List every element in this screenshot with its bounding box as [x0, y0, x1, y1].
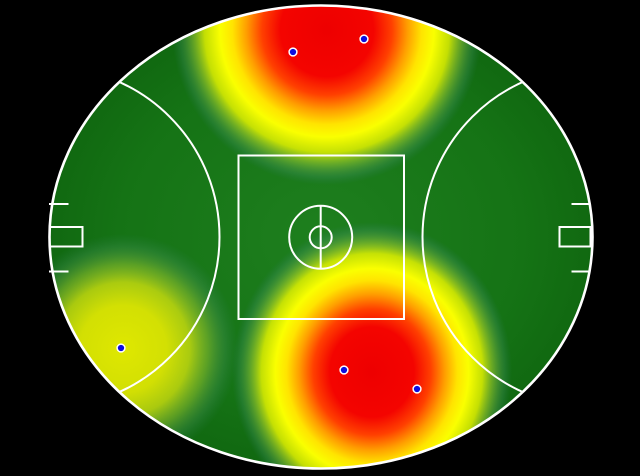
field-markings — [48, 4, 594, 470]
right-goal-square — [558, 226, 592, 248]
data-point-marker-2 — [359, 34, 369, 44]
right-fifty-metre-arc — [421, 66, 593, 408]
marker-layer — [116, 34, 422, 394]
data-point-marker-3 — [339, 365, 349, 375]
field-boundary-line — [48, 4, 594, 470]
fifty-metre-arcs — [49, 66, 593, 408]
data-point-marker-1 — [288, 47, 298, 57]
left-fifty-metre-arc — [49, 66, 221, 408]
top-goal-hotspot — [172, 5, 482, 185]
data-point-marker-4 — [412, 384, 422, 394]
centre-square — [237, 154, 405, 320]
data-point-marker-5 — [116, 343, 126, 353]
